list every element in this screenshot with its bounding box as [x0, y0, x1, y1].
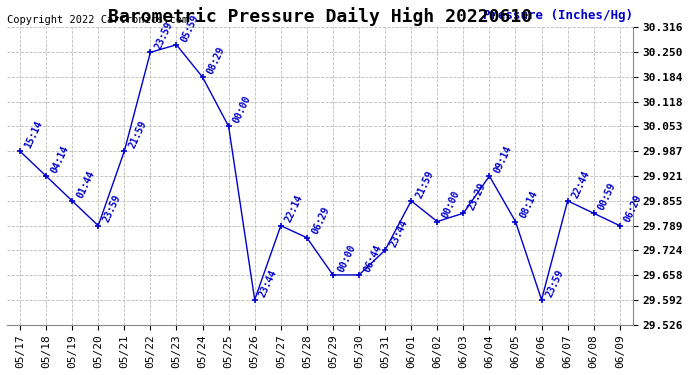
Text: 05:59: 05:59 — [179, 12, 201, 44]
Text: 23:59: 23:59 — [153, 20, 175, 51]
Text: 22:14: 22:14 — [284, 194, 305, 224]
Text: 06:29: 06:29 — [310, 206, 331, 236]
Text: 00:00: 00:00 — [440, 189, 462, 220]
Text: 00:00: 00:00 — [231, 94, 253, 125]
Title: Barometric Pressure Daily High 20220610: Barometric Pressure Daily High 20220610 — [108, 7, 532, 26]
Text: 09:14: 09:14 — [492, 144, 513, 175]
Text: 23:29: 23:29 — [466, 181, 488, 212]
Text: 21:59: 21:59 — [127, 119, 148, 150]
Text: 22:44: 22:44 — [571, 169, 592, 200]
Text: 06:29: 06:29 — [622, 194, 644, 224]
Text: Pressure (Inches/Hg): Pressure (Inches/Hg) — [483, 9, 633, 21]
Text: 00:59: 00:59 — [596, 181, 618, 212]
Text: Copyright 2022 Cartronics.com: Copyright 2022 Cartronics.com — [7, 15, 188, 25]
Text: 08:14: 08:14 — [518, 189, 540, 220]
Text: 23:59: 23:59 — [544, 267, 566, 298]
Text: 00:00: 00:00 — [336, 243, 357, 273]
Text: 23:44: 23:44 — [388, 218, 409, 249]
Text: 01:44: 01:44 — [75, 169, 97, 200]
Text: 15:14: 15:14 — [23, 119, 44, 150]
Text: 06:44: 06:44 — [362, 243, 383, 273]
Text: 08:29: 08:29 — [206, 45, 227, 76]
Text: 23:59: 23:59 — [101, 194, 123, 224]
Text: 21:59: 21:59 — [414, 169, 435, 200]
Text: 04:14: 04:14 — [49, 144, 70, 175]
Text: 23:44: 23:44 — [257, 267, 279, 298]
